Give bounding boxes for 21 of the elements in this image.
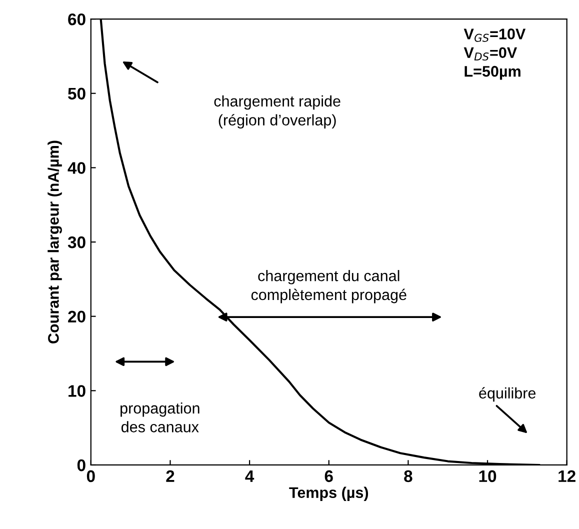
- x-tick-label: 4: [245, 470, 254, 482]
- x-tick-label: 12: [558, 470, 576, 482]
- annotation: V$_{GS}$=10V V$_{DS}$=0V L=50µm: [464, 28, 526, 80]
- annotation: propagation des canaux: [120, 402, 200, 432]
- x-tick-label: 8: [404, 470, 412, 482]
- annotation: équilibre: [479, 387, 536, 402]
- annotation: chargement du canal complètement propagé: [251, 270, 406, 304]
- x-axis-title: Temps (µs): [289, 486, 368, 502]
- y-tick-label: 20: [68, 310, 86, 323]
- y-tick-label: 40: [68, 162, 86, 174]
- y-tick-label: 0: [77, 459, 86, 472]
- x-tick-label: 10: [479, 470, 496, 482]
- annotation: chargement rapide (région d’overlap): [214, 95, 340, 129]
- y-tick-label: 10: [68, 385, 86, 397]
- x-tick-label: 6: [324, 470, 333, 482]
- y-axis-title: Courant par largeur (nA/µm): [48, 140, 62, 344]
- y-tick-label: 60: [68, 13, 86, 26]
- x-tick-label: 2: [166, 470, 174, 482]
- y-tick-label: 30: [68, 236, 86, 248]
- x-tick-label: 0: [86, 470, 95, 482]
- y-tick-label: 50: [68, 88, 86, 100]
